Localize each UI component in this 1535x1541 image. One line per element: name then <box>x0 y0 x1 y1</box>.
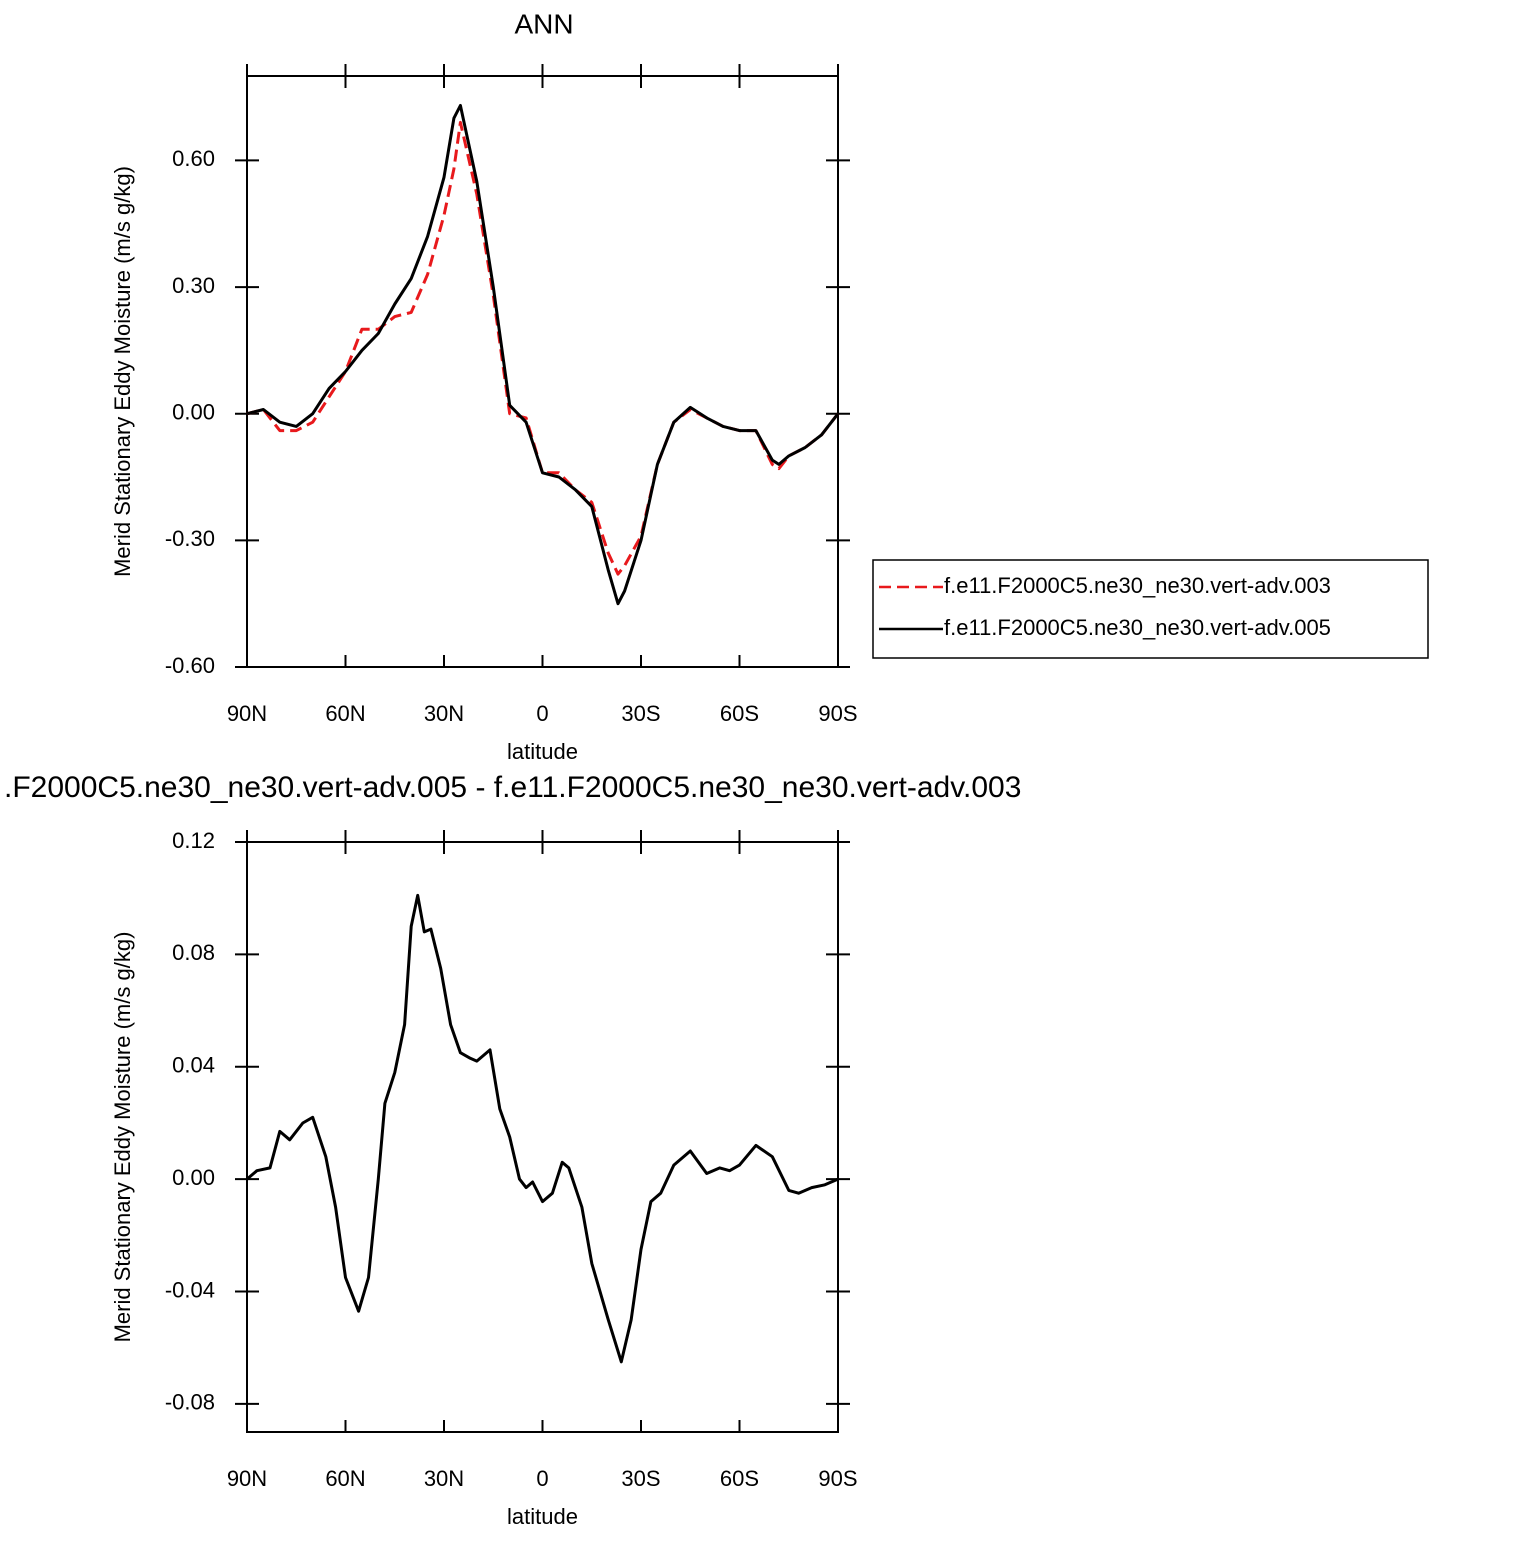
x-tick-label: 90N <box>227 1466 267 1491</box>
legend-box <box>872 559 1429 659</box>
x-tick-label: 90S <box>818 1466 857 1491</box>
x-tick-label: 30S <box>621 701 660 726</box>
y-tick-label: 0.30 <box>172 273 215 298</box>
y-tick-label: -0.04 <box>165 1277 215 1302</box>
legend-label: f.e11.F2000C5.ne30_ne30.vert-adv.005 <box>944 615 1331 640</box>
y-tick-label: 0.12 <box>172 828 215 853</box>
y-tick-label: 0.00 <box>172 1165 215 1190</box>
y-tick-label: 0.00 <box>172 400 215 425</box>
chart-title: .F2000C5.ne30_ne30.vert-adv.005 - f.e11.… <box>4 771 1021 804</box>
data-line <box>246 120 840 576</box>
x-tick-label: 60N <box>325 1466 365 1491</box>
plot-frame <box>246 841 839 1433</box>
data-line <box>246 104 840 606</box>
chart-title: ANN <box>514 8 573 39</box>
y-tick-label: -0.60 <box>165 653 215 678</box>
legend-label: f.e11.F2000C5.ne30_ne30.vert-adv.003 <box>944 573 1331 598</box>
x-tick-label: 60S <box>720 701 759 726</box>
x-tick-label: 0 <box>536 1466 548 1491</box>
y-axis-label: Merid Stationary Eddy Moisture (m/s g/kg… <box>110 932 135 1343</box>
y-axis-label: Merid Stationary Eddy Moisture (m/s g/kg… <box>110 166 135 577</box>
x-tick-label: 60N <box>325 701 365 726</box>
y-tick-label: -0.30 <box>165 526 215 551</box>
y-tick-label: 0.04 <box>172 1053 215 1078</box>
data-line <box>246 893 839 1364</box>
x-axis-label: latitude <box>507 739 578 764</box>
plot-frame <box>246 75 839 668</box>
x-tick-label: 90S <box>818 701 857 726</box>
y-tick-label: -0.08 <box>165 1390 215 1415</box>
y-tick-label: 0.08 <box>172 940 215 965</box>
x-tick-label: 90N <box>227 701 267 726</box>
x-tick-label: 30N <box>424 701 464 726</box>
x-tick-label: 60S <box>720 1466 759 1491</box>
x-tick-label: 30S <box>621 1466 660 1491</box>
x-tick-label: 30N <box>424 1466 464 1491</box>
x-tick-label: 0 <box>536 701 548 726</box>
y-tick-label: 0.60 <box>172 146 215 171</box>
x-axis-label: latitude <box>507 1504 578 1529</box>
